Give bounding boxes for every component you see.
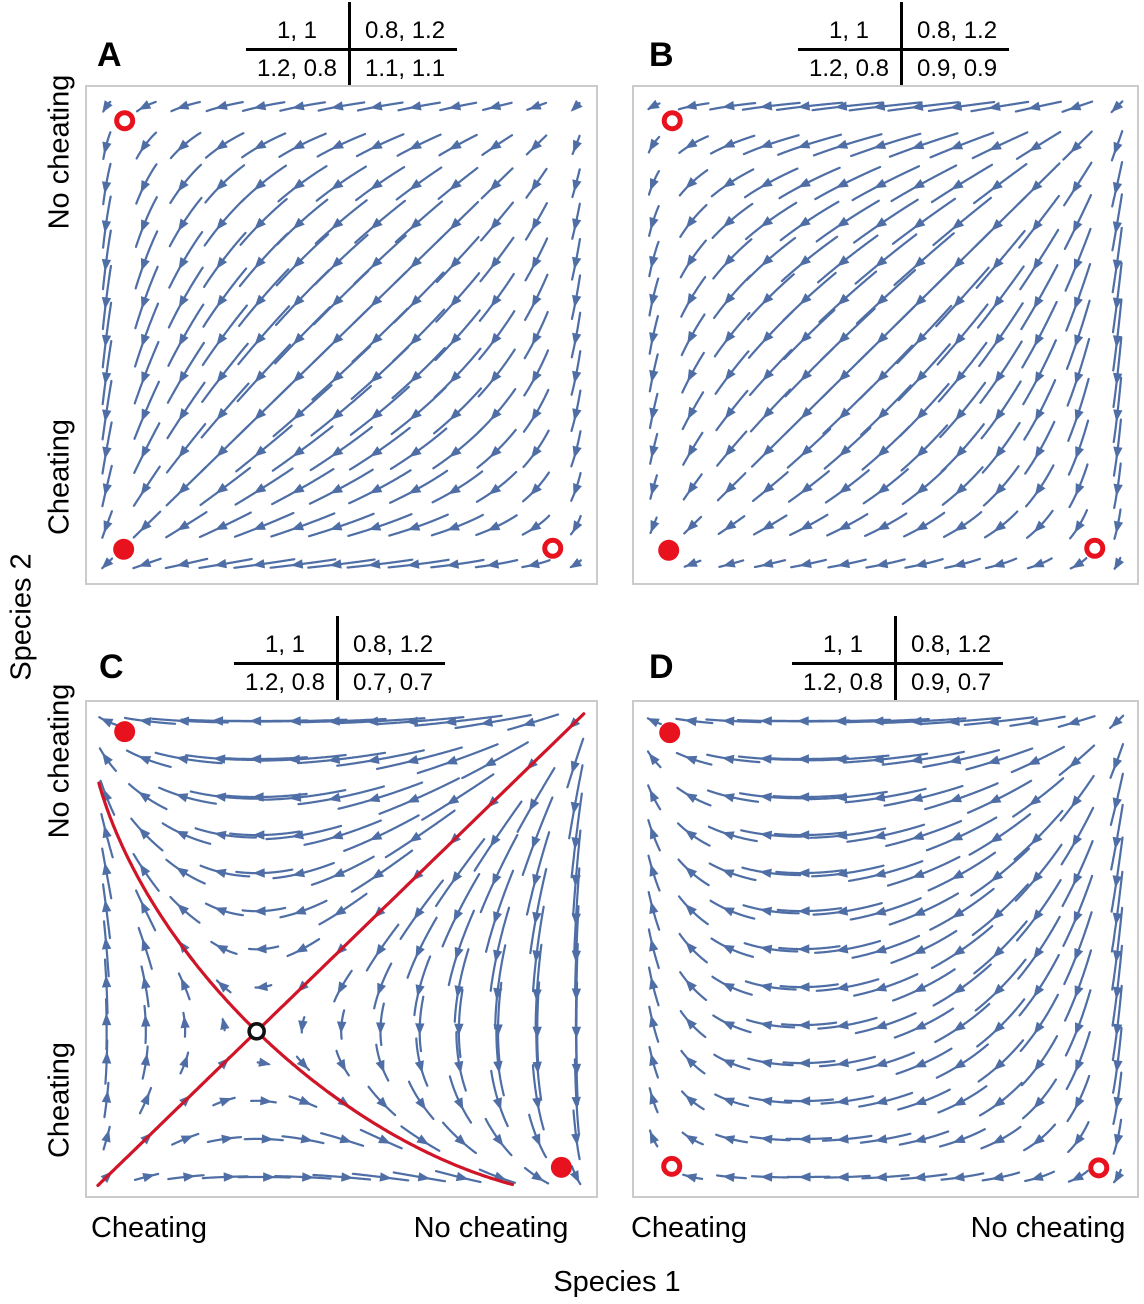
equilibrium-markers: [114, 721, 572, 1178]
equilibrium-stable-dot: [113, 538, 135, 560]
equilibrium-markers: [113, 110, 564, 560]
payoff-cell: 0.8, 1.2: [897, 616, 1003, 665]
payoff-cell: 0.8, 1.2: [903, 2, 1009, 51]
stream-arrowheads: [646, 715, 1125, 1184]
equilibrium-stable-dot: [659, 722, 681, 744]
y-axis-title: Species 2: [5, 553, 38, 681]
payoff-matrix-a: 1, 1 0.8, 1.2 1.2, 0.8 1.1, 1.1: [246, 2, 457, 93]
payoff-cell: 0.9, 0.9: [917, 55, 998, 82]
stream-arrowheads: [100, 716, 582, 1183]
x-tick-no-cheating-left: No cheating: [413, 1212, 569, 1244]
equilibrium-stable-dot: [114, 721, 136, 743]
panel-label-b: B: [649, 36, 674, 74]
equilibrium-unstable-dot: [661, 1155, 683, 1177]
payoff-cell: 0.9, 0.7: [911, 669, 992, 696]
streamplot-panel-a: [85, 85, 598, 585]
payoff-cell: 1, 1: [798, 2, 903, 51]
panel-label-c: C: [99, 648, 124, 686]
x-tick-cheating-right: Cheating: [630, 1212, 748, 1244]
panel-label-a: A: [97, 36, 122, 74]
payoff-cell: 1, 1: [234, 616, 339, 665]
payoff-cell: 1, 1: [246, 2, 351, 51]
payoff-cell: 1, 1: [792, 616, 897, 665]
equilibrium-unstable-dot: [1088, 1157, 1110, 1179]
separatrix: [96, 712, 586, 1187]
stream-arrowheads: [646, 99, 1124, 571]
streamplot-panel-d: [632, 700, 1139, 1198]
payoff-cell: 0.8, 1.2: [339, 616, 445, 665]
payoff-matrix-d: 1, 1 0.8, 1.2 1.2, 0.8 0.9, 0.7: [792, 616, 1003, 707]
y-tick-cheating-row2: Cheating: [43, 1041, 76, 1159]
y-tick-cheating-row1: Cheating: [43, 418, 76, 536]
equilibrium-unstable-dot: [542, 537, 564, 559]
streamlines: [647, 100, 1124, 570]
equilibrium-unstable-dot: [114, 110, 136, 132]
payoff-matrix-b: 1, 1 0.8, 1.2 1.2, 0.8 0.9, 0.9: [798, 2, 1009, 93]
streamlines: [101, 100, 582, 570]
equilibrium-stable-dot: [550, 1156, 572, 1178]
equilibrium-stable-dot: [658, 539, 680, 561]
payoff-cell: 0.7, 0.7: [353, 669, 434, 696]
payoff-cell: 1.2, 0.8: [234, 665, 339, 707]
payoff-cell: 1.2, 0.8: [246, 51, 351, 93]
streamlines: [646, 714, 1125, 1184]
x-axis-title: Species 1: [553, 1266, 681, 1298]
equilibrium-unstable-dot: [1084, 537, 1106, 559]
y-tick-no-cheating-row2: No cheating: [43, 683, 76, 839]
payoff-cell: 1.2, 0.8: [798, 51, 903, 93]
streamplot-panel-c: [85, 700, 598, 1198]
payoff-cell: 1.1, 1.1: [365, 55, 446, 82]
equilibrium-markers: [659, 722, 1110, 1179]
panel-label-d: D: [649, 648, 674, 686]
equilibrium-unstable-dot: [661, 110, 683, 132]
stream-arrowheads: [101, 99, 583, 569]
y-tick-no-cheating-row1: No cheating: [43, 74, 76, 230]
equilibrium-saddle-dot: [247, 1022, 266, 1041]
payoff-cell: 0.8, 1.2: [351, 2, 457, 51]
x-tick-cheating-left: Cheating: [90, 1212, 208, 1244]
equilibrium-markers: [658, 110, 1106, 561]
payoff-matrix-c: 1, 1 0.8, 1.2 1.2, 0.8 0.7, 0.7: [234, 616, 445, 707]
x-tick-no-cheating-right: No cheating: [970, 1212, 1126, 1244]
streamplot-panel-b: [632, 85, 1139, 585]
payoff-cell: 1.2, 0.8: [792, 665, 897, 707]
